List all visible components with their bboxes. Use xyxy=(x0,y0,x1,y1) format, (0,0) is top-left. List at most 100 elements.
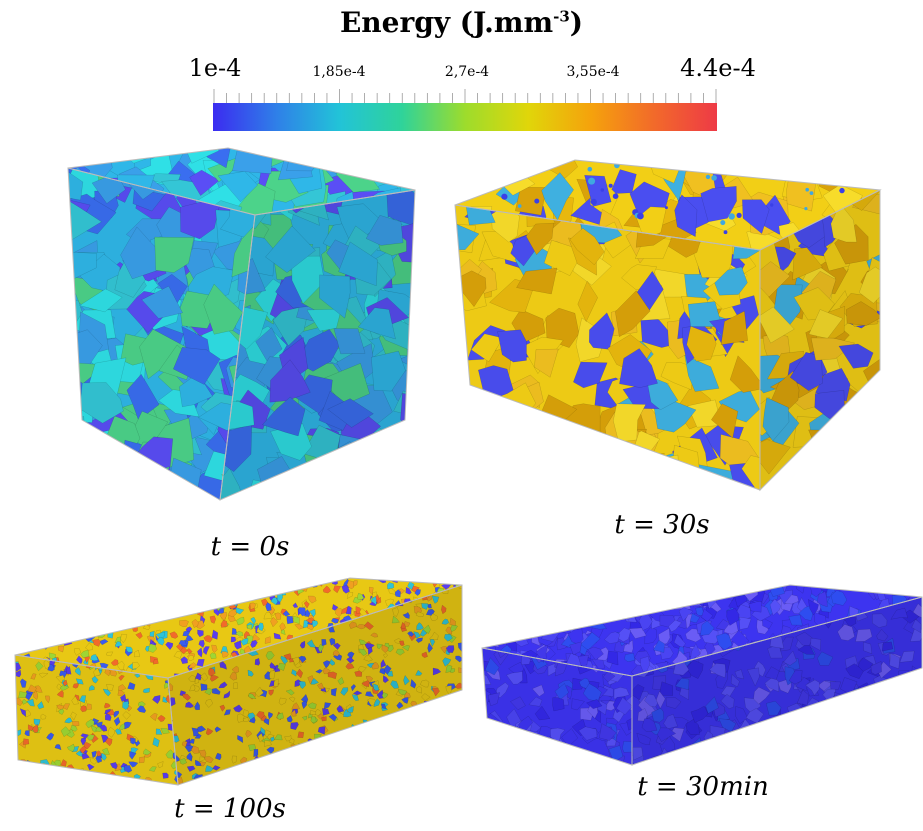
grain xyxy=(276,593,284,603)
grain xyxy=(911,729,922,741)
grain xyxy=(883,686,899,704)
grain xyxy=(764,666,780,680)
grain xyxy=(437,778,447,785)
grain xyxy=(255,578,266,587)
grain xyxy=(554,607,568,625)
grain xyxy=(68,442,114,485)
grain xyxy=(730,673,740,688)
grain xyxy=(690,642,701,661)
grain xyxy=(278,697,287,706)
grain xyxy=(571,591,586,609)
grain xyxy=(290,583,301,591)
grain-dot xyxy=(542,487,547,492)
panel-0-face-shade xyxy=(220,190,415,500)
grain xyxy=(357,767,363,775)
grain xyxy=(101,752,107,761)
grain xyxy=(675,597,686,606)
grain xyxy=(506,621,526,636)
grain xyxy=(19,678,27,688)
grain xyxy=(156,603,163,610)
grain xyxy=(481,397,516,433)
grain xyxy=(15,590,22,601)
grain xyxy=(454,682,462,689)
grain xyxy=(245,730,253,738)
grain xyxy=(33,613,42,618)
grain xyxy=(838,741,855,756)
grain xyxy=(290,721,299,731)
grain xyxy=(728,750,745,762)
grain xyxy=(32,617,42,625)
grain xyxy=(141,285,183,319)
grain xyxy=(753,686,771,705)
grain xyxy=(242,716,249,722)
grain xyxy=(288,696,296,703)
grain xyxy=(396,713,405,723)
grain xyxy=(63,578,74,585)
grain xyxy=(435,697,443,706)
grain xyxy=(482,593,492,606)
grain xyxy=(157,714,166,723)
grain xyxy=(43,586,51,595)
grain xyxy=(441,758,448,766)
grain xyxy=(248,744,257,752)
grain xyxy=(769,598,782,616)
grain xyxy=(205,727,214,736)
grain xyxy=(322,660,331,669)
grain xyxy=(188,738,195,744)
grain xyxy=(382,723,390,730)
grain xyxy=(111,453,136,499)
grain xyxy=(541,590,555,604)
grain xyxy=(418,721,428,731)
grain xyxy=(129,582,138,592)
grain xyxy=(189,585,200,589)
grain xyxy=(160,727,170,735)
grain xyxy=(21,644,31,653)
grain xyxy=(231,627,238,635)
grain xyxy=(495,751,515,765)
grain xyxy=(333,585,342,594)
grain xyxy=(57,645,65,653)
title-exponent: -3 xyxy=(553,7,570,26)
grain xyxy=(623,585,640,595)
grain xyxy=(490,612,504,628)
grain xyxy=(383,775,389,783)
grain xyxy=(223,690,231,699)
grain xyxy=(307,595,317,604)
grain-dot xyxy=(501,193,508,200)
grain xyxy=(870,661,882,675)
grain xyxy=(136,602,146,610)
grain xyxy=(500,747,519,761)
panel-t-100s xyxy=(14,577,463,786)
grain xyxy=(293,615,300,625)
grain xyxy=(455,460,476,490)
grain xyxy=(196,578,204,585)
grain xyxy=(779,160,816,181)
grain xyxy=(126,373,160,421)
grain xyxy=(632,590,649,611)
grain xyxy=(116,660,125,670)
grain xyxy=(738,616,752,630)
grain xyxy=(18,587,27,594)
grain xyxy=(89,757,98,765)
grain xyxy=(526,446,568,472)
panel-2-face-shade xyxy=(168,585,462,785)
grain xyxy=(837,624,855,641)
grain-dot xyxy=(804,207,808,211)
grain xyxy=(482,608,490,623)
grain xyxy=(258,622,264,632)
grain xyxy=(436,766,443,774)
grain xyxy=(243,586,249,592)
grain xyxy=(132,595,142,602)
grain xyxy=(336,704,345,713)
grain xyxy=(93,626,100,634)
grain xyxy=(288,476,336,500)
grain xyxy=(711,585,729,594)
grain xyxy=(253,748,259,758)
grain xyxy=(421,693,431,702)
grain xyxy=(212,765,221,771)
grain xyxy=(154,236,195,273)
grain xyxy=(368,586,374,596)
grain xyxy=(240,637,249,646)
grain xyxy=(470,333,504,363)
grain xyxy=(699,597,714,603)
